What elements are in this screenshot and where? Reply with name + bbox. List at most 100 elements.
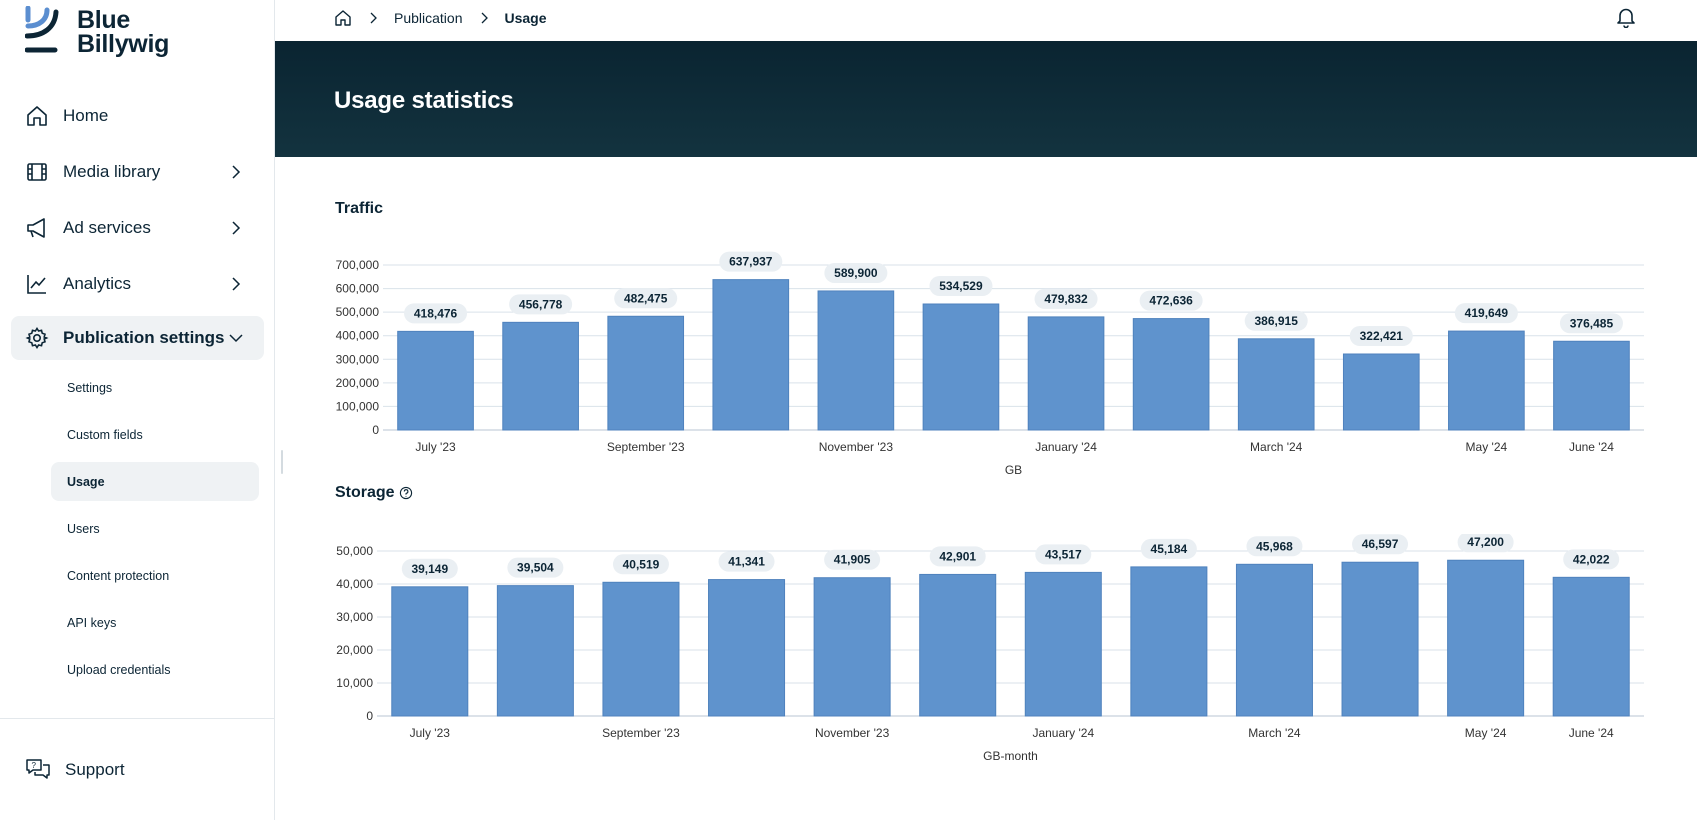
chart-bar[interactable] <box>496 585 574 717</box>
chart-bar[interactable] <box>813 577 891 717</box>
sidebar-item-media-library[interactable]: Media library <box>0 144 275 200</box>
x-tick-label: September '23 <box>607 440 685 454</box>
chart-bar[interactable] <box>1027 316 1105 431</box>
y-tick-label: 400,000 <box>336 329 380 343</box>
y-tick-label: 50,000 <box>336 544 373 558</box>
chart-bar[interactable] <box>919 573 997 717</box>
data-label: 419,649 <box>1465 306 1509 320</box>
chart-bar[interactable] <box>1448 330 1525 431</box>
chart-bar[interactable] <box>1553 340 1630 431</box>
sidebar-item-publication-settings[interactable]: Publication settings <box>11 316 264 360</box>
subnav-item-usage[interactable]: Usage <box>51 462 259 501</box>
y-tick-label: 300,000 <box>336 352 380 366</box>
y-tick-label: 500,000 <box>336 305 380 319</box>
storage-section-title: Storage <box>335 484 413 502</box>
data-label-bg <box>824 549 881 570</box>
data-label-bg <box>1349 326 1413 347</box>
data-label: 40,519 <box>623 557 660 571</box>
chart-bar[interactable] <box>502 321 579 431</box>
chart-bar[interactable] <box>607 315 685 431</box>
subnav-item-users[interactable]: Users <box>67 521 100 536</box>
help-circle-icon[interactable] <box>399 486 413 500</box>
sidebar-item-ad-services[interactable]: Ad services <box>0 200 275 256</box>
x-tick-label: June '24 <box>1569 726 1614 740</box>
chart-bar[interactable] <box>602 581 680 717</box>
x-tick-label: November '23 <box>819 440 894 454</box>
y-tick-label: 0 <box>372 423 379 437</box>
data-label: 42,022 <box>1573 552 1610 566</box>
brand-logo[interactable]: Blue Billywig <box>25 6 195 58</box>
chevron-right-icon <box>370 12 377 24</box>
sidebar-item-analytics[interactable]: Analytics <box>0 256 275 312</box>
data-label-bg <box>929 546 986 567</box>
chart-bar[interactable] <box>1130 566 1208 717</box>
data-label-bg <box>1559 313 1623 334</box>
data-label: 472,636 <box>1149 294 1193 308</box>
data-label: 482,475 <box>624 291 668 305</box>
subnav-item-upload-credentials[interactable]: Upload credentials <box>67 662 171 677</box>
chevron-right-icon <box>232 277 241 291</box>
chart-bar[interactable] <box>922 303 1000 431</box>
data-label: 42,901 <box>939 549 976 563</box>
sidebar-nav: Home Media library Ad services Analytics <box>0 88 275 693</box>
data-label: 43,517 <box>1045 547 1082 561</box>
sidebar-item-label: Ad services <box>63 218 151 237</box>
chart-bar[interactable] <box>1447 559 1525 717</box>
y-tick-label: 40,000 <box>336 577 373 591</box>
home-icon <box>25 104 49 128</box>
chart-bar[interactable] <box>708 579 786 717</box>
x-tick-label: September '23 <box>602 726 680 740</box>
gear-icon <box>25 326 49 350</box>
y-tick-label: 30,000 <box>336 610 373 624</box>
subnav-item-settings[interactable]: Settings <box>67 380 113 395</box>
data-label-bg <box>404 303 468 324</box>
x-tick-label: July '23 <box>415 440 456 454</box>
svg-text:?: ? <box>32 761 37 770</box>
brand-name: Blue Billywig <box>77 8 169 57</box>
x-tick-label: January '24 <box>1035 440 1097 454</box>
data-label-bg <box>612 554 669 575</box>
data-label-bg <box>507 557 564 578</box>
chart-bar[interactable] <box>1024 571 1102 717</box>
chart-bar[interactable] <box>391 586 469 717</box>
chart-bar[interactable] <box>397 330 474 431</box>
data-label: 479,832 <box>1044 292 1088 306</box>
chart-bar[interactable] <box>1235 563 1313 717</box>
sidebar-resize-handle[interactable] <box>281 450 283 474</box>
data-label: 39,149 <box>411 562 448 576</box>
chart-bar[interactable] <box>1237 338 1315 431</box>
sidebar-item-label: Publication settings <box>63 328 225 347</box>
chart-bar[interactable] <box>1132 318 1210 431</box>
subnav-item-custom-fields[interactable]: Custom fields <box>67 427 143 442</box>
x-tick-label: January '24 <box>1032 726 1094 740</box>
page-header: Usage statistics <box>275 41 1697 157</box>
x-tick-label: July '23 <box>410 726 451 740</box>
film-icon <box>25 160 49 184</box>
storage-title: Storage <box>335 484 395 501</box>
publication-settings-subnav: Settings Custom fields Usage Users Conte… <box>0 364 275 693</box>
breadcrumb-publication[interactable]: Publication <box>394 10 463 26</box>
line-chart-icon <box>25 272 49 296</box>
chart-bar[interactable] <box>1342 353 1420 431</box>
home-icon[interactable] <box>334 9 352 27</box>
data-label: 47,200 <box>1467 535 1504 549</box>
sidebar-item-home[interactable]: Home <box>0 88 275 144</box>
breadcrumb-current: Usage <box>504 10 547 26</box>
chart-bar[interactable] <box>1341 561 1419 717</box>
chart-bar[interactable] <box>1552 576 1630 717</box>
data-label-bg <box>401 558 458 579</box>
topbar: Publication Usage <box>275 0 1697 41</box>
support-button[interactable]: ? Support <box>25 757 125 783</box>
bell-icon[interactable] <box>1615 6 1637 28</box>
chevron-right-icon <box>232 221 241 235</box>
chart-bar[interactable] <box>817 290 895 431</box>
x-axis-label: GB-month <box>983 749 1038 763</box>
sidebar: Blue Billywig Home Media library Ad serv… <box>0 0 275 820</box>
page-title: Usage statistics <box>334 87 514 114</box>
data-label-bg <box>1140 538 1197 559</box>
subnav-item-api-keys[interactable]: API keys <box>67 615 117 630</box>
sidebar-item-label: Media library <box>63 162 161 181</box>
chart-bar[interactable] <box>712 279 790 431</box>
subnav-item-content-protection[interactable]: Content protection <box>67 568 170 583</box>
data-label: 456,778 <box>519 297 563 311</box>
